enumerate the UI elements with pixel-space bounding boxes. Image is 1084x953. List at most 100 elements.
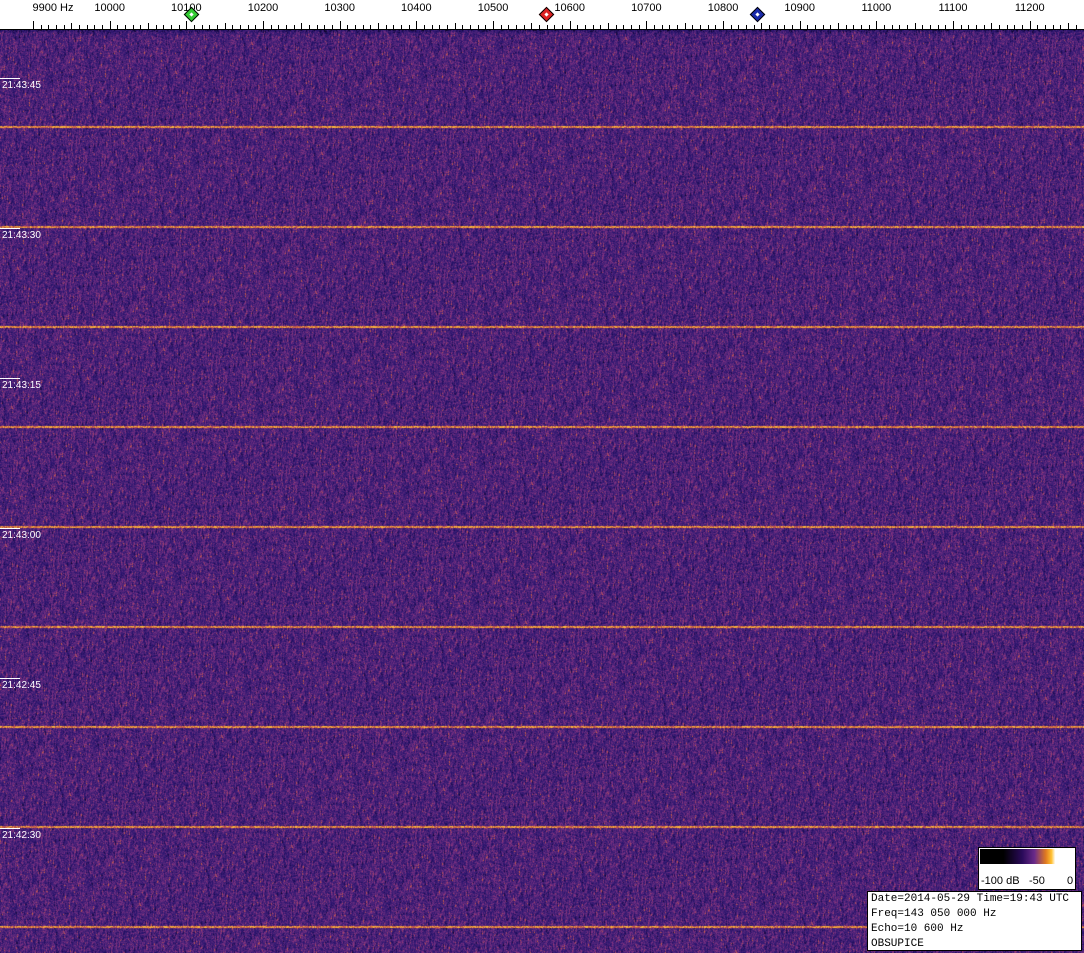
axis-tick [846, 25, 847, 30]
axis-tick [340, 21, 341, 30]
axis-tick [531, 23, 532, 30]
axis-tick [738, 25, 739, 30]
waterfall-spectrogram[interactable] [0, 30, 1084, 953]
axis-label: 10200 [247, 2, 279, 14]
time-tick [0, 678, 20, 679]
axis-label: 9900 Hz [32, 2, 74, 14]
axis-tick [64, 25, 65, 30]
axis-tick [922, 25, 923, 30]
axis-tick [102, 25, 103, 30]
axis-tick [217, 25, 218, 30]
colorbar-legend: -100 dB -50 0 [978, 847, 1076, 890]
axis-tick [984, 25, 985, 30]
axis-tick [117, 25, 118, 30]
axis-label: 10900 [784, 2, 815, 14]
time-label: 21:43:15 [2, 380, 41, 391]
axis-tick [623, 25, 624, 30]
axis-tick [48, 25, 49, 30]
axis-tick [761, 23, 762, 30]
axis-label: 10000 [94, 2, 125, 14]
axis-tick [347, 25, 348, 30]
axis-tick [853, 25, 854, 30]
axis-tick [616, 25, 617, 30]
axis-tick [301, 23, 302, 30]
axis-tick [401, 25, 402, 30]
axis-tick [508, 25, 509, 30]
axis-tick [930, 25, 931, 30]
colorbar-label-min: -100 dB [981, 875, 1020, 887]
axis-tick [769, 25, 770, 30]
axis-tick [968, 25, 969, 30]
axis-tick [669, 25, 670, 30]
axis-tick [662, 25, 663, 30]
axis-tick [915, 23, 916, 30]
axis-tick [953, 21, 954, 30]
axis-tick [823, 25, 824, 30]
axis-tick [156, 25, 157, 30]
axis-tick [110, 21, 111, 30]
axis-label: 11200 [1014, 2, 1045, 14]
time-tick [0, 378, 20, 379]
axis-tick [209, 25, 210, 30]
axis-tick [240, 25, 241, 30]
axis-tick [232, 25, 233, 30]
axis-tick [654, 25, 655, 30]
axis-tick [539, 25, 540, 30]
axis-tick [432, 25, 433, 30]
axis-tick [271, 25, 272, 30]
axis-tick [1030, 21, 1031, 30]
axis-tick [171, 25, 172, 30]
axis-tick [439, 25, 440, 30]
axis-label: 10800 [707, 2, 739, 14]
axis-tick [424, 25, 425, 30]
axis-tick [94, 25, 95, 30]
colorbar-label-mid: -50 [1029, 875, 1045, 887]
axis-tick [278, 25, 279, 30]
axis-tick [646, 21, 647, 30]
axis-tick [754, 25, 755, 30]
time-tick [0, 528, 20, 529]
axis-tick [87, 25, 88, 30]
axis-tick [876, 21, 877, 30]
axis-tick [485, 25, 486, 30]
time-label: 21:43:00 [2, 530, 41, 541]
axis-tick [478, 25, 479, 30]
axis-tick [462, 25, 463, 30]
axis-tick [56, 25, 57, 30]
axis-tick [585, 25, 586, 30]
axis-tick [746, 25, 747, 30]
axis-tick [708, 25, 709, 30]
axis-tick [294, 25, 295, 30]
axis-tick [861, 25, 862, 30]
axis-tick [1076, 25, 1077, 30]
time-tick [0, 828, 20, 829]
axis-tick [363, 25, 364, 30]
axis-tick [1045, 25, 1046, 30]
info-frequency: Freq=143 050 000 Hz [871, 908, 997, 920]
time-label: 21:43:45 [2, 80, 41, 91]
axis-tick [370, 25, 371, 30]
axis-tick [309, 25, 310, 30]
info-station: OBSUPICE [871, 938, 924, 950]
time-tick [0, 228, 20, 229]
axis-tick [830, 25, 831, 30]
axis-tick [516, 25, 517, 30]
axis-tick [470, 25, 471, 30]
axis-tick [41, 25, 42, 30]
axis-tick [892, 25, 893, 30]
axis-tick [577, 25, 578, 30]
axis-tick [723, 21, 724, 30]
axis-tick [562, 25, 563, 30]
axis-tick [1060, 25, 1061, 30]
axis-tick [148, 23, 149, 30]
axis-tick [447, 25, 448, 30]
axis-tick [807, 25, 808, 30]
axis-tick [976, 25, 977, 30]
axis-tick [493, 21, 494, 30]
axis-tick [202, 25, 203, 30]
axis-tick [999, 25, 1000, 30]
axis-tick [907, 25, 908, 30]
axis-tick [140, 25, 141, 30]
axis-tick [179, 25, 180, 30]
axis-tick [71, 23, 72, 30]
